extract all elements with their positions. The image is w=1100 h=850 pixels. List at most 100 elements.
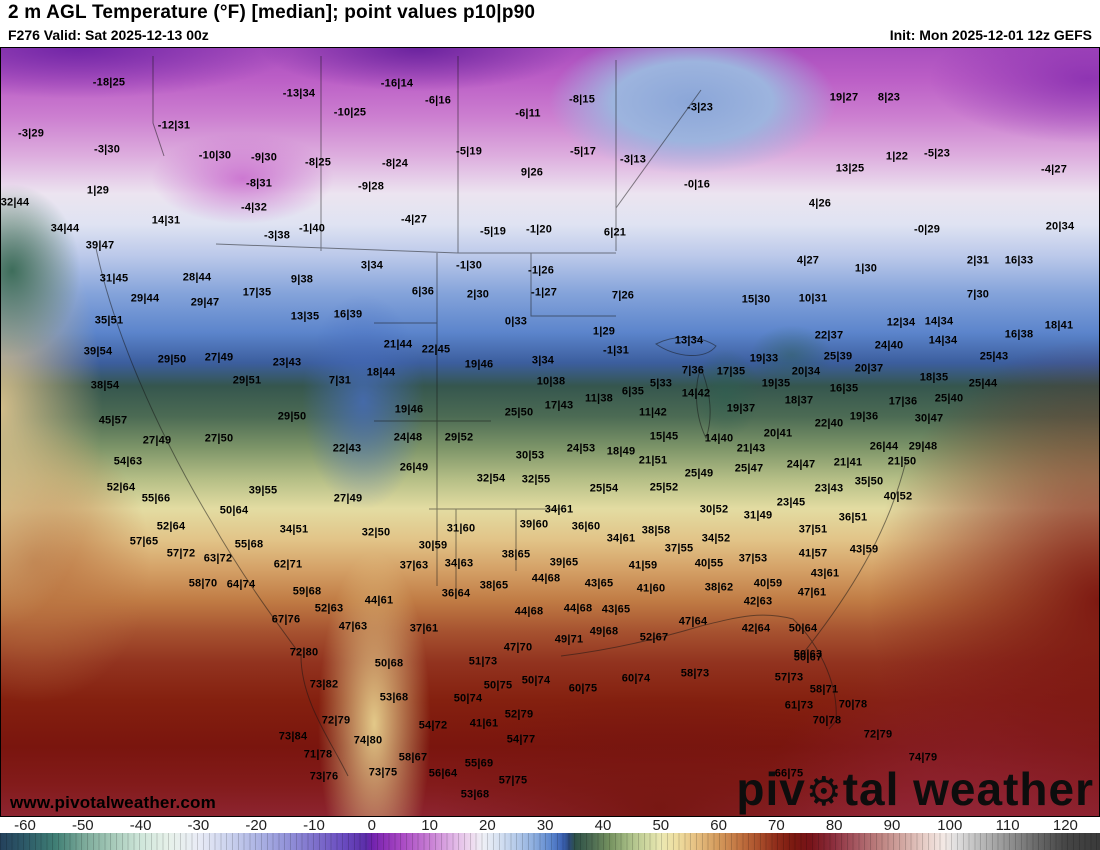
point-value: 56|64: [428, 767, 458, 780]
point-value: 26|49: [399, 461, 429, 474]
point-value: 37|63: [399, 559, 429, 572]
point-value: 29|47: [190, 296, 220, 309]
point-value: 40|52: [883, 490, 913, 503]
point-value: 25|54: [589, 482, 619, 495]
point-value: 71|78: [303, 748, 333, 761]
point-value: 39|54: [83, 345, 113, 358]
point-value: 19|46: [394, 403, 424, 416]
point-value: -12|31: [157, 119, 191, 132]
point-value: 50|64: [219, 504, 249, 517]
point-value: 43|61: [810, 567, 840, 580]
point-value: 14|34: [924, 315, 954, 328]
point-value: 50|74: [453, 692, 483, 705]
point-value: 34|44: [50, 222, 80, 235]
point-value: 29|52: [444, 431, 474, 444]
point-value: 41|59: [628, 559, 658, 572]
point-value: 22|40: [814, 417, 844, 430]
point-value: 47|63: [338, 620, 368, 633]
colorbar-gradient: [0, 833, 1100, 850]
point-value: -3|38: [263, 229, 291, 242]
point-value: -8|15: [568, 93, 596, 106]
point-value: 73|82: [309, 678, 339, 691]
point-value: 25|43: [979, 350, 1009, 363]
point-value: -4|32: [240, 201, 268, 214]
point-value: 16|39: [333, 308, 363, 321]
point-value: 19|35: [761, 377, 791, 390]
point-value: 55|68: [234, 538, 264, 551]
point-value: 14|42: [681, 387, 711, 400]
point-value: 7|36: [681, 364, 705, 377]
page-title: 2 m AGL Temperature (°F) [median]; point…: [8, 2, 536, 23]
point-value: 54|72: [418, 719, 448, 732]
point-value: -1|30: [455, 259, 483, 272]
point-value: 11|38: [585, 392, 613, 405]
point-value: 50|64: [788, 622, 818, 635]
point-value: 25|49: [684, 467, 714, 480]
logo-text-pre: piv: [736, 763, 806, 815]
point-value: 49|71: [554, 633, 584, 646]
point-value: -4|27: [1040, 163, 1068, 176]
point-value: 59|68: [292, 585, 322, 598]
point-value: 38|65: [479, 579, 509, 592]
point-value: 72|79: [321, 714, 351, 727]
point-value: 26|44: [869, 440, 899, 453]
point-value: 38|62: [704, 581, 734, 594]
point-value: 19|27: [829, 91, 859, 104]
point-value: 60|74: [621, 672, 651, 685]
point-value: 34|52: [701, 532, 731, 545]
point-value: 58|73: [680, 667, 710, 680]
model-init-label: Init: Mon 2025-12-01 12z GEFS: [889, 27, 1092, 43]
colorbar-tick: -40: [129, 817, 152, 834]
colorbar-tick: 70: [768, 817, 785, 834]
logo-text-post: tal weather: [842, 763, 1094, 815]
point-value: 50|67: [793, 651, 823, 664]
point-value: 21|41: [833, 456, 863, 469]
point-value: -0|16: [683, 178, 711, 191]
point-value: 18|41: [1044, 319, 1074, 332]
point-value: 34|61: [544, 503, 574, 516]
point-value: 37|53: [738, 552, 768, 565]
point-value: -3|23: [686, 101, 714, 114]
point-value: 4|26: [808, 197, 832, 210]
point-value: 16|35: [829, 382, 859, 395]
point-value: 52|79: [504, 708, 534, 721]
point-value: 29|44: [130, 292, 160, 305]
temperature-map[interactable]: -18|25 -13|34 -10|25 -3|29 -12|31 -3|30 -10|30…: [0, 47, 1100, 817]
point-value: 23|43: [272, 356, 302, 369]
point-value: 73|75: [368, 766, 398, 779]
point-value: 40|59: [753, 577, 783, 590]
point-value: 22|37: [814, 329, 844, 342]
point-value: 44|68: [563, 602, 593, 615]
point-value: -3|13: [619, 153, 647, 166]
point-value: 61|73: [784, 699, 814, 712]
point-value: 38|65: [501, 548, 531, 561]
point-value: 16|38: [1004, 328, 1034, 341]
point-value: 32|55: [521, 473, 551, 486]
point-value: 12|34: [886, 316, 916, 329]
point-value: 20|34: [1045, 220, 1075, 233]
pivotal-weather-logo: piv⚙tal weather: [736, 766, 1094, 812]
point-value: 3|34: [360, 259, 384, 272]
point-value: -3|30: [93, 143, 121, 156]
point-value: 39|55: [248, 484, 278, 497]
point-value: 47|70: [503, 641, 533, 654]
point-value: 60|75: [568, 682, 598, 695]
point-value: 25|52: [649, 481, 679, 494]
point-value: 73|84: [278, 730, 308, 743]
point-value: 25|44: [968, 377, 998, 390]
temperature-colorbar: -60 -50 -40 -30 -20 -10 0 10 20 30 40 50 60 70 80 90 100…: [0, 817, 1100, 850]
point-value: 37|55: [664, 542, 694, 555]
point-value: 44|68: [514, 605, 544, 618]
point-value: 1|29: [592, 325, 616, 338]
colorbar-tick: 90: [883, 817, 901, 834]
point-value: 27|49: [333, 492, 363, 505]
point-value: 1|22: [885, 150, 909, 163]
point-value: 13|35: [290, 310, 320, 323]
point-value: 57|72: [166, 547, 196, 560]
point-value: 13|25: [835, 162, 865, 175]
point-value: -0|29: [913, 223, 941, 236]
point-value: -4|27: [400, 213, 428, 226]
point-value: 57|65: [129, 535, 159, 548]
point-value: -8|25: [304, 156, 332, 169]
